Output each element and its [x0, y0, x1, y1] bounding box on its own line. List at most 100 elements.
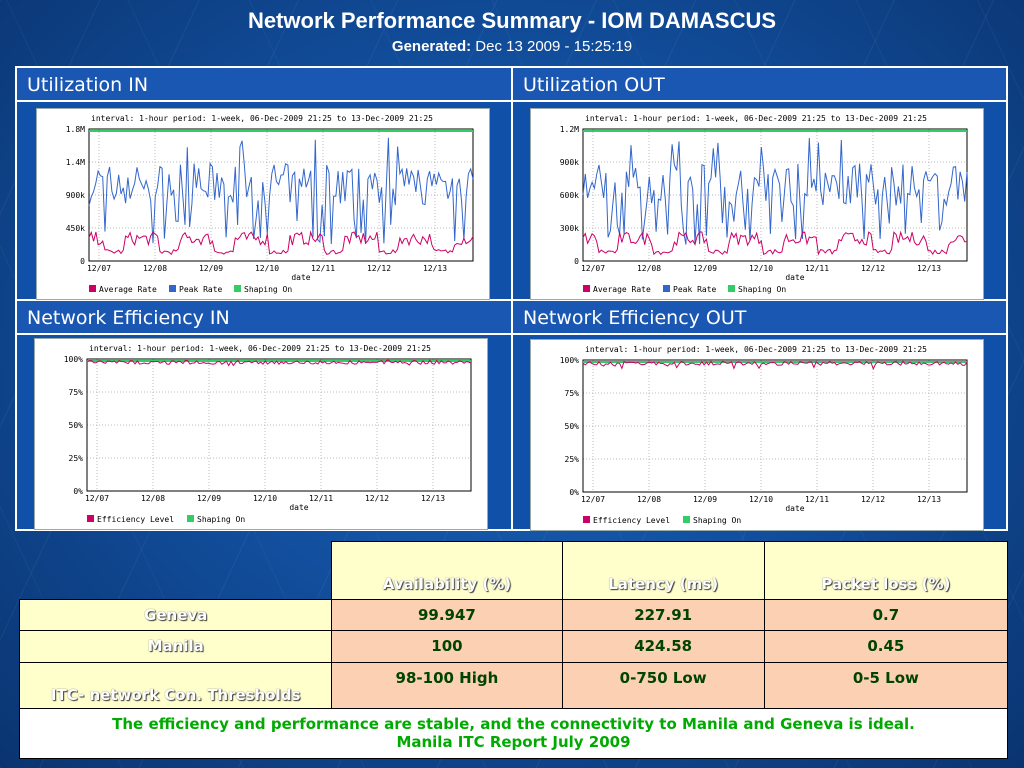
row-label-manila: Manila	[18, 630, 333, 663]
x-tick-label: 12/10	[255, 264, 279, 273]
y-tick-label: 25%	[565, 455, 580, 464]
legend-label: Peak Rate	[673, 285, 717, 294]
x-tick-label: 12/11	[309, 494, 333, 503]
grid-divider	[17, 100, 1006, 102]
x-tick-label: 12/12	[367, 264, 391, 273]
legend-label: Shaping On	[738, 285, 786, 294]
average-rate-series	[582, 230, 968, 256]
legend-swatch	[663, 285, 670, 292]
legend-label: Shaping On	[197, 515, 245, 524]
x-tick-label: 12/11	[805, 495, 829, 504]
efficiency-out-header: Network Efficiency OUT	[513, 301, 1006, 333]
graph-svg: interval: 1-hour period: 1-week, 06-Dec-…	[66, 114, 474, 294]
x-tick-label: 12/09	[199, 264, 223, 273]
x-tick-label: 12/13	[423, 264, 447, 273]
x-tick-label: 12/08	[637, 495, 661, 504]
x-tick-label: 12/08	[637, 264, 661, 273]
y-tick-label: 50%	[69, 421, 84, 430]
efficiency-series	[86, 359, 472, 367]
latency-header: Latency (ms)	[561, 540, 765, 601]
graph-interval-label: interval: 1-hour period: 1-week, 06-Dec-…	[585, 345, 927, 354]
y-tick-label: 0%	[569, 488, 579, 497]
legend-label: Shaping On	[244, 285, 292, 294]
utilization-out-header: Utilization OUT	[513, 68, 1006, 100]
x-tick-label: 12/07	[581, 495, 605, 504]
legend-swatch	[683, 516, 690, 523]
page-title: Network Performance Summary - IOM DAMASC…	[247, 8, 777, 33]
legend-swatch	[583, 516, 590, 523]
note-line-1: The efficiency and performance are stabl…	[112, 715, 915, 734]
efficiency-in-header: Network Efficiency IN	[17, 301, 511, 333]
y-tick-label: 900k	[560, 158, 579, 167]
manila-latency: 424.58	[561, 630, 765, 663]
availability-header: Availability (%)	[331, 540, 563, 601]
utilization-in-graph: interval: 1-hour period: 1-week, 06-Dec-…	[36, 108, 490, 300]
y-tick-label: 1.8M	[66, 125, 85, 134]
legend-label: Average Rate	[593, 285, 651, 294]
threshold-availability: 98-100 High	[331, 661, 563, 709]
y-tick-label: 900k	[66, 191, 85, 200]
y-tick-label: 25%	[69, 454, 84, 463]
graph-interval-label: interval: 1-hour period: 1-week, 06-Dec-…	[585, 114, 927, 123]
legend-label: Efficiency Level	[593, 516, 670, 525]
y-tick-label: 50%	[565, 422, 580, 431]
graph-svg: interval: 1-hour period: 1-week, 06-Dec-…	[560, 345, 968, 525]
legend-swatch	[89, 285, 96, 292]
x-tick-label: 12/07	[87, 264, 111, 273]
y-tick-label: 100%	[560, 356, 579, 365]
average-rate-series	[88, 230, 474, 256]
y-tick-label: 75%	[565, 389, 580, 398]
x-tick-label: 12/10	[253, 494, 277, 503]
plot-frame	[582, 359, 968, 493]
legend-label: Efficiency Level	[97, 515, 174, 524]
x-axis-label: date	[785, 504, 804, 513]
report-note: The efficiency and performance are stabl…	[19, 707, 1008, 760]
graph-svg: interval: 1-hour period: 1-week, 06-Dec-…	[64, 344, 472, 524]
y-tick-label: 300k	[560, 224, 579, 233]
grid-divider	[17, 299, 1006, 301]
legend-swatch	[169, 285, 176, 292]
generated-label: Generated:	[391, 38, 472, 55]
x-tick-label: 12/10	[749, 495, 773, 504]
performance-table: Availability (%) Latency (ms) Packet los…	[18, 540, 1009, 760]
utilization-out-graph: interval: 1-hour period: 1-week, 06-Dec-…	[530, 108, 984, 300]
x-tick-label: 12/13	[917, 264, 941, 273]
legend-label: Shaping On	[693, 516, 741, 525]
threshold-latency: 0-750 Low	[561, 661, 765, 709]
legend-swatch	[87, 515, 94, 522]
y-tick-label: 450k	[66, 224, 85, 233]
x-tick-label: 12/09	[693, 264, 717, 273]
x-axis-label: date	[785, 273, 804, 282]
legend-label: Average Rate	[99, 285, 157, 294]
y-tick-label: 1.4M	[66, 158, 85, 167]
x-tick-label: 12/10	[749, 264, 773, 273]
threshold-packet-loss: 0-5 Low	[763, 661, 1009, 709]
graph-interval-label: interval: 1-hour period: 1-week, 06-Dec-…	[89, 344, 431, 353]
y-tick-label: 100%	[64, 355, 83, 364]
row-label-geneva: Geneva	[18, 599, 333, 632]
note-line-2: Manila ITC Report July 2009	[396, 733, 631, 752]
peak-rate-series	[582, 137, 968, 245]
y-tick-label: 600k	[560, 191, 579, 200]
geneva-packet-loss: 0.7	[763, 599, 1009, 632]
efficiency-in-graph: interval: 1-hour period: 1-week, 06-Dec-…	[34, 338, 488, 530]
manila-packet-loss: 0.45	[763, 630, 1009, 663]
x-tick-label: 12/09	[197, 494, 221, 503]
x-tick-label: 12/11	[805, 264, 829, 273]
row-label-thresholds: ITC- network Con. Thresholds	[18, 661, 333, 709]
generated-value: Dec 13 2009 - 15:25:19	[475, 38, 633, 55]
efficiency-series	[582, 360, 968, 371]
generated-line: Generated: Dec 13 2009 - 15:25:19	[0, 38, 1024, 55]
plot-frame	[88, 128, 474, 262]
x-tick-label: 12/13	[917, 495, 941, 504]
x-tick-label: 12/11	[311, 264, 335, 273]
legend-swatch	[728, 285, 735, 292]
y-tick-label: 75%	[69, 388, 84, 397]
graphs-grid: Utilization IN Utilization OUT Network E…	[15, 66, 1008, 531]
peak-rate-series	[88, 137, 474, 245]
graph-svg: interval: 1-hour period: 1-week, 06-Dec-…	[560, 114, 968, 294]
y-tick-label: 1.2M	[560, 125, 579, 134]
graph-interval-label: interval: 1-hour period: 1-week, 06-Dec-…	[91, 114, 433, 123]
grid-divider	[17, 333, 1006, 335]
x-tick-label: 12/12	[861, 495, 885, 504]
